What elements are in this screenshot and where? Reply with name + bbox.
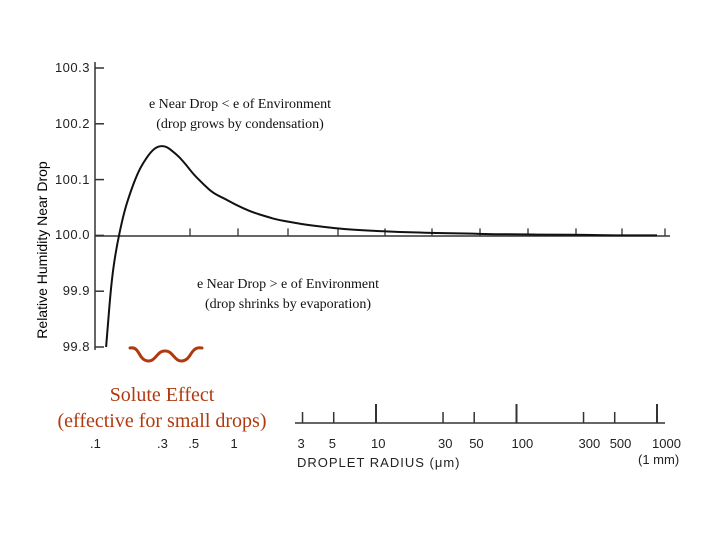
y-tick-label: 100.0 [54, 227, 90, 243]
x-tick-label: 10 [371, 436, 386, 451]
y-tick-label: 99.9 [62, 283, 90, 299]
solute-brace [128, 346, 204, 363]
y-tick-label: 100.2 [54, 115, 90, 131]
annotation-lower: e Near Drop > e of Environment (drop shr… [197, 275, 379, 315]
x-tick-label: 1 [230, 436, 238, 451]
annotation-lower-line1: e Near Drop > e of Environment [196, 277, 380, 292]
x-tick-label: 300 [578, 436, 601, 451]
x-tick-label: 100 [511, 436, 534, 451]
y-tick-label: 100.3 [54, 60, 90, 75]
y-tick-label: 99.8 [62, 339, 90, 354]
x-tick-label: .3 [157, 436, 168, 451]
annotation-upper-line1: e Near Drop < e of Environment [148, 97, 332, 112]
annotation-lower-line2: (drop shrinks by evaporation) [204, 297, 372, 312]
x-axis-note: (1 mm) [638, 452, 680, 467]
x-tick-label: 50 [469, 436, 484, 451]
annotation-upper: e Near Drop < e of Environment (drop gro… [149, 95, 331, 135]
series-curve [105, 145, 657, 348]
annotation-solute-line2: (effective for small drops) [57, 410, 267, 432]
y-axis-label: Relative Humidity Near Drop [34, 161, 50, 339]
y-tick-label: 100.1 [54, 171, 90, 187]
x-tick-label: 5 [328, 436, 336, 451]
x-tick-label: 1000 [652, 436, 681, 451]
y-ticks [95, 67, 104, 348]
x-axis-label: DROPLET RADIUS (μm) [297, 455, 461, 470]
x-tick-label: .5 [188, 436, 200, 451]
annotation-upper-line2: (drop grows by condensation) [156, 117, 324, 132]
annotation-solute: Solute Effect (effective for small drops… [58, 382, 267, 434]
x-tick-label: .1 [90, 436, 101, 451]
annotation-solute-line1: Solute Effect [109, 384, 215, 406]
x-tick-label: 500 [609, 436, 632, 451]
x-tick-label: 3 [297, 436, 305, 451]
x-ticks [301, 404, 658, 423]
x-tick-label: 30 [438, 436, 453, 451]
